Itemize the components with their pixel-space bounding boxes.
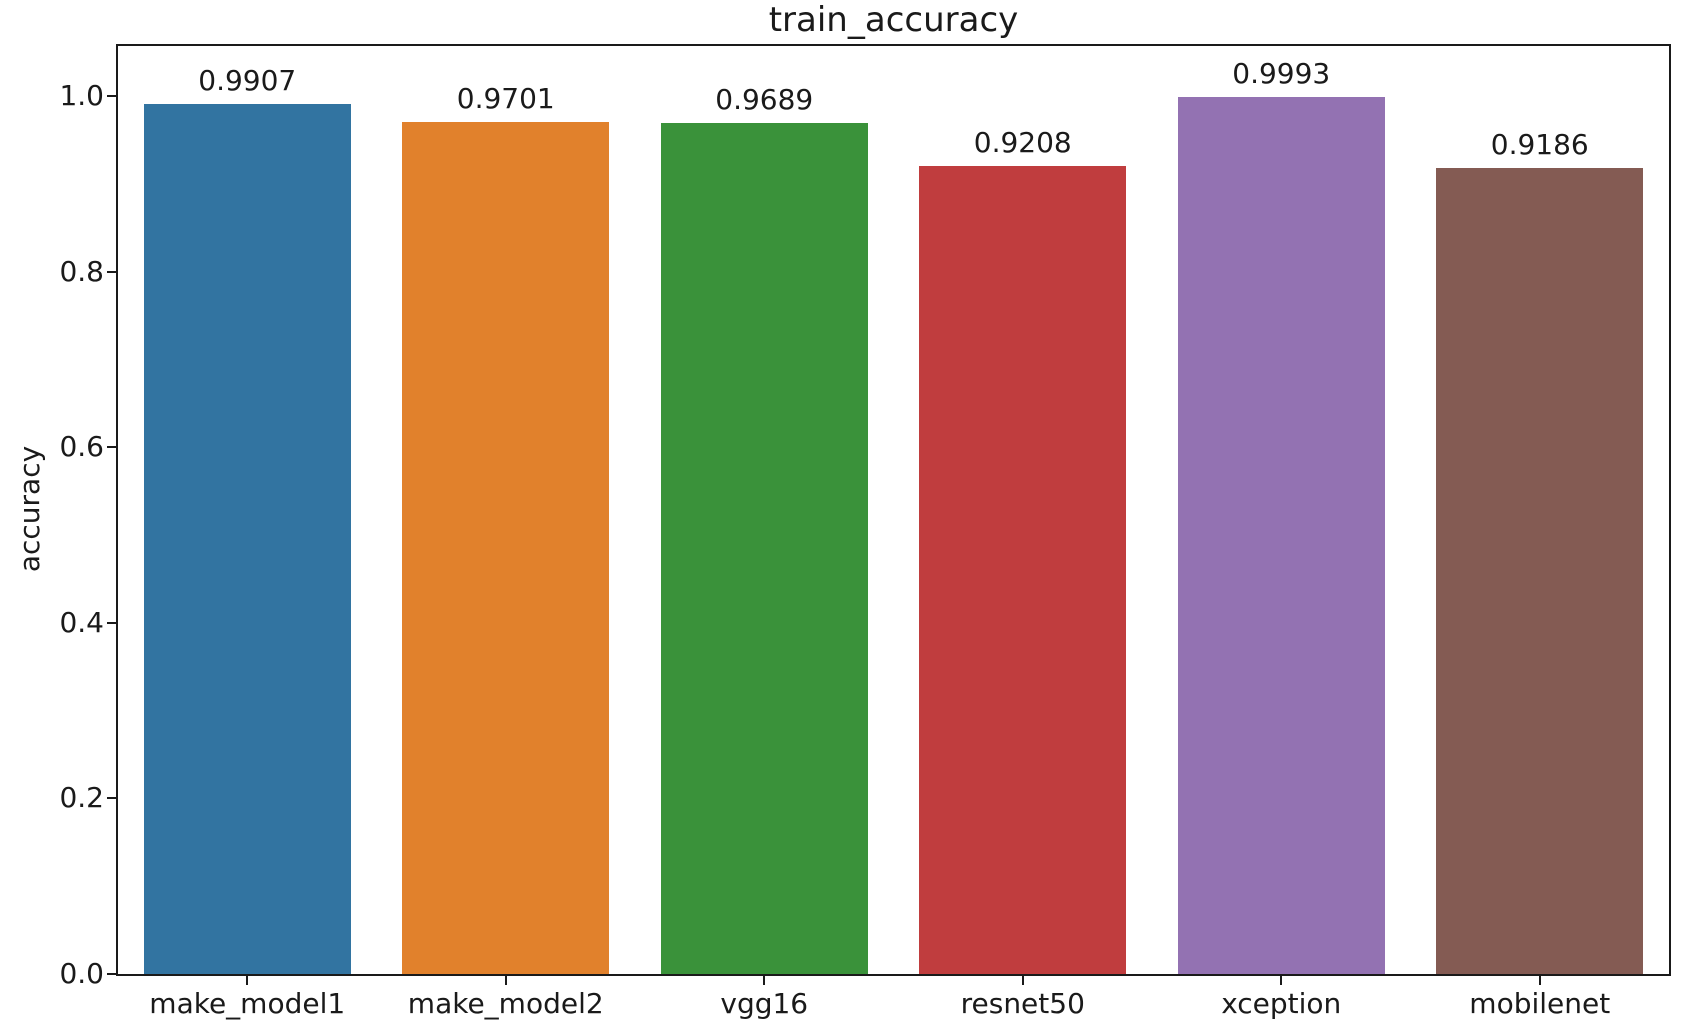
y-tick-mark (107, 621, 116, 624)
x-tick-mark (1021, 976, 1024, 985)
chart-title: train_accuracy (768, 0, 1019, 40)
y-tick-label: 1.0 (59, 79, 104, 113)
y-tick-mark (107, 446, 116, 449)
bar-value-label: 0.9689 (715, 83, 814, 117)
bar-value-label: 0.9993 (1232, 56, 1331, 90)
bar-value-label: 0.9907 (198, 64, 297, 98)
y-tick-mark (107, 797, 116, 800)
plot-area: 0.9907 0.9701 0.9689 0.9208 0.9993 0.9186 (116, 44, 1671, 976)
bar-mobilenet (1436, 167, 1644, 974)
x-tick-mark (504, 976, 507, 985)
y-tick-label: 0.6 (59, 430, 104, 464)
y-tick-label: 0.2 (59, 781, 104, 815)
y-tick-mark (107, 270, 116, 273)
x-tick-label-vgg16: vgg16 (720, 987, 809, 1020)
x-tick-mark (1280, 976, 1283, 985)
bar-xception (1177, 96, 1385, 974)
x-tick-label-resnet50: resnet50 (960, 987, 1085, 1020)
bar-vgg16 (660, 123, 868, 974)
x-tick-label-xception: xception (1221, 987, 1342, 1020)
bar-value-label: 0.9701 (456, 82, 555, 116)
x-tick-label-make_model1: make_model1 (149, 987, 346, 1020)
x-tick-mark (246, 976, 249, 985)
bar-value-label: 0.9208 (973, 125, 1072, 159)
y-tick-label: 0.4 (59, 605, 104, 639)
x-tick-label-make_model2: make_model2 (407, 987, 604, 1020)
y-tick-label: 0.0 (59, 957, 104, 990)
bar-make_model2 (402, 122, 610, 974)
y-tick-mark (107, 95, 116, 98)
bar-resnet50 (919, 165, 1127, 974)
y-axis-label: accuracy (13, 445, 46, 573)
x-tick-mark (763, 976, 766, 985)
x-tick-mark (1538, 976, 1541, 985)
bar-make_model1 (143, 104, 351, 974)
x-tick-label-mobilenet: mobilenet (1469, 987, 1611, 1020)
bar-value-label: 0.9186 (1490, 127, 1589, 161)
y-tick-label: 0.8 (59, 254, 104, 288)
y-tick-mark (107, 973, 116, 975)
